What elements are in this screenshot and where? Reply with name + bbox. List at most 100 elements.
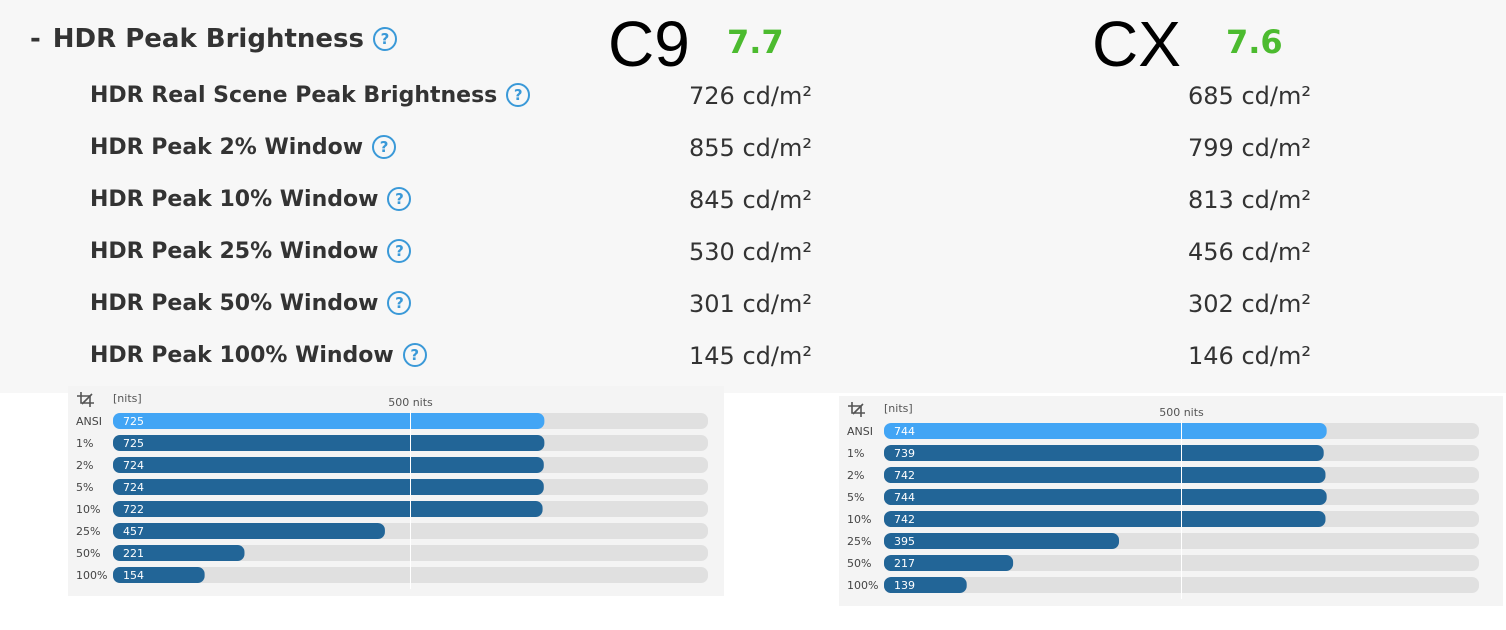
chart-svg-cx: [nits] 500 nits ANSI 744 1% 739 2% 742 5% 744 10% 7… [847, 402, 1479, 599]
bar [113, 523, 385, 539]
category-label: 25% [76, 525, 100, 538]
category-label: 1% [847, 447, 864, 460]
help-icon[interactable]: ? [402, 343, 427, 367]
bar [884, 489, 1327, 505]
bar-value-label: 724 [123, 481, 144, 494]
model-name-c9: C9 [608, 8, 690, 80]
category-label: 100% [76, 569, 107, 582]
bar-value-label: 725 [123, 437, 144, 450]
help-icon[interactable]: ? [387, 291, 412, 315]
bar-row: 25% 395 [847, 533, 1479, 549]
model-name-cx: CX [1092, 8, 1181, 80]
bar-value-label: 742 [894, 469, 915, 482]
crop-icon[interactable] [77, 392, 94, 407]
category-label: 25% [847, 535, 871, 548]
bar [884, 511, 1326, 527]
metric-label-25pct-window: HDR Peak 25% Window ? [90, 237, 412, 265]
bar [884, 555, 1014, 571]
metric-value-cx: 799 cd/m² [1188, 134, 1311, 162]
bar-row: 2% 742 [847, 467, 1479, 483]
bar-value-label: 742 [894, 513, 915, 526]
bar [884, 467, 1326, 483]
help-icon[interactable]: ? [372, 135, 397, 159]
metric-value-c9: 145 cd/m² [689, 342, 812, 370]
metric-label-10pct-window: HDR Peak 10% Window ? [90, 185, 412, 213]
bar-row: 1% 739 [847, 445, 1479, 461]
bar-row: 100% 139 [847, 577, 1479, 593]
category-label: 50% [847, 557, 871, 570]
metric-value-c9: 845 cd/m² [689, 186, 812, 214]
metric-label-100pct-window: HDR Peak 100% Window ? [90, 341, 427, 369]
crop-icon[interactable] [848, 402, 865, 417]
bar [113, 501, 543, 517]
bar [884, 423, 1327, 439]
model-score-cx: 7.6 [1226, 23, 1283, 61]
bar [884, 577, 967, 593]
bar-value-label: 724 [123, 459, 144, 472]
bar-row: 50% 221 [76, 545, 708, 561]
bar [113, 479, 544, 495]
unit-label: [nits] [884, 402, 913, 415]
metric-label-50pct-window: HDR Peak 50% Window ? [90, 289, 412, 317]
metric-label-real-scene: HDR Real Scene Peak Brightness ? [90, 81, 531, 109]
section-title: HDR Peak Brightness [52, 24, 364, 54]
brightness-chart-cx: [nits] 500 nits ANSI 744 1% 739 2% 742 5% 744 10% 7… [839, 396, 1503, 606]
bar-value-label: 457 [123, 525, 144, 538]
bar-value-label: 744 [894, 425, 915, 438]
collapse-toggle[interactable]: - [30, 24, 41, 54]
category-label: 10% [847, 513, 871, 526]
bar-value-label: 221 [123, 547, 144, 560]
bar-row: 1% 725 [76, 435, 708, 451]
bar-row: 10% 742 [847, 511, 1479, 527]
bar-value-label: 744 [894, 491, 915, 504]
category-label: ANSI [847, 425, 873, 438]
bar-row: 2% 724 [76, 457, 708, 473]
category-label: 1% [76, 437, 93, 450]
category-label: 2% [76, 459, 93, 472]
bar-value-label: 217 [894, 557, 915, 570]
comparison-panel [0, 0, 1506, 393]
bar-value-label: 722 [123, 503, 144, 516]
bar [113, 545, 245, 561]
chart-svg-c9: [nits] 500 nits ANSI 725 1% 725 2% 724 5% 724 10% 7… [76, 392, 708, 589]
unit-label: [nits] [113, 392, 142, 405]
help-icon[interactable]: ? [506, 83, 531, 107]
bar-value-label: 739 [894, 447, 915, 460]
model-score-c9: 7.7 [727, 23, 784, 61]
bar-value-label: 395 [894, 535, 915, 548]
metric-value-cx: 302 cd/m² [1188, 290, 1311, 318]
help-icon[interactable]: ? [387, 239, 412, 263]
category-label: 2% [847, 469, 864, 482]
bar-row: 25% 457 [76, 523, 708, 539]
help-icon[interactable]: ? [387, 187, 412, 211]
section-header: - HDR Peak Brightness ? [30, 24, 397, 54]
bar [884, 533, 1120, 549]
metric-value-cx: 146 cd/m² [1188, 342, 1311, 370]
metric-value-c9: 301 cd/m² [689, 290, 812, 318]
metric-value-c9: 855 cd/m² [689, 134, 812, 162]
category-label: 100% [847, 579, 878, 592]
category-label: 10% [76, 503, 100, 516]
bar [113, 413, 545, 429]
metric-value-cx: 456 cd/m² [1188, 238, 1311, 266]
bar [113, 457, 544, 473]
help-icon[interactable]: ? [372, 27, 397, 51]
reference-line-label: 500 nits [1159, 406, 1204, 419]
metric-value-c9: 530 cd/m² [689, 238, 812, 266]
brightness-chart-c9: [nits] 500 nits ANSI 725 1% 725 2% 724 5% 724 10% 7… [68, 386, 724, 596]
metric-label-2pct-window: HDR Peak 2% Window ? [90, 133, 397, 161]
bar-row: 5% 744 [847, 489, 1479, 505]
category-label: 5% [76, 481, 93, 494]
bar-row: ANSI 744 [847, 423, 1479, 439]
bar-row: 5% 724 [76, 479, 708, 495]
bar-row: ANSI 725 [76, 413, 708, 429]
bar [113, 567, 205, 583]
bar-row: 100% 154 [76, 567, 708, 583]
bar-row: 10% 722 [76, 501, 708, 517]
bar-row: 50% 217 [847, 555, 1479, 571]
bar-value-label: 139 [894, 579, 915, 592]
reference-line-label: 500 nits [388, 396, 433, 409]
bar-value-label: 154 [123, 569, 144, 582]
category-label: 50% [76, 547, 100, 560]
metric-value-cx: 685 cd/m² [1188, 82, 1311, 110]
